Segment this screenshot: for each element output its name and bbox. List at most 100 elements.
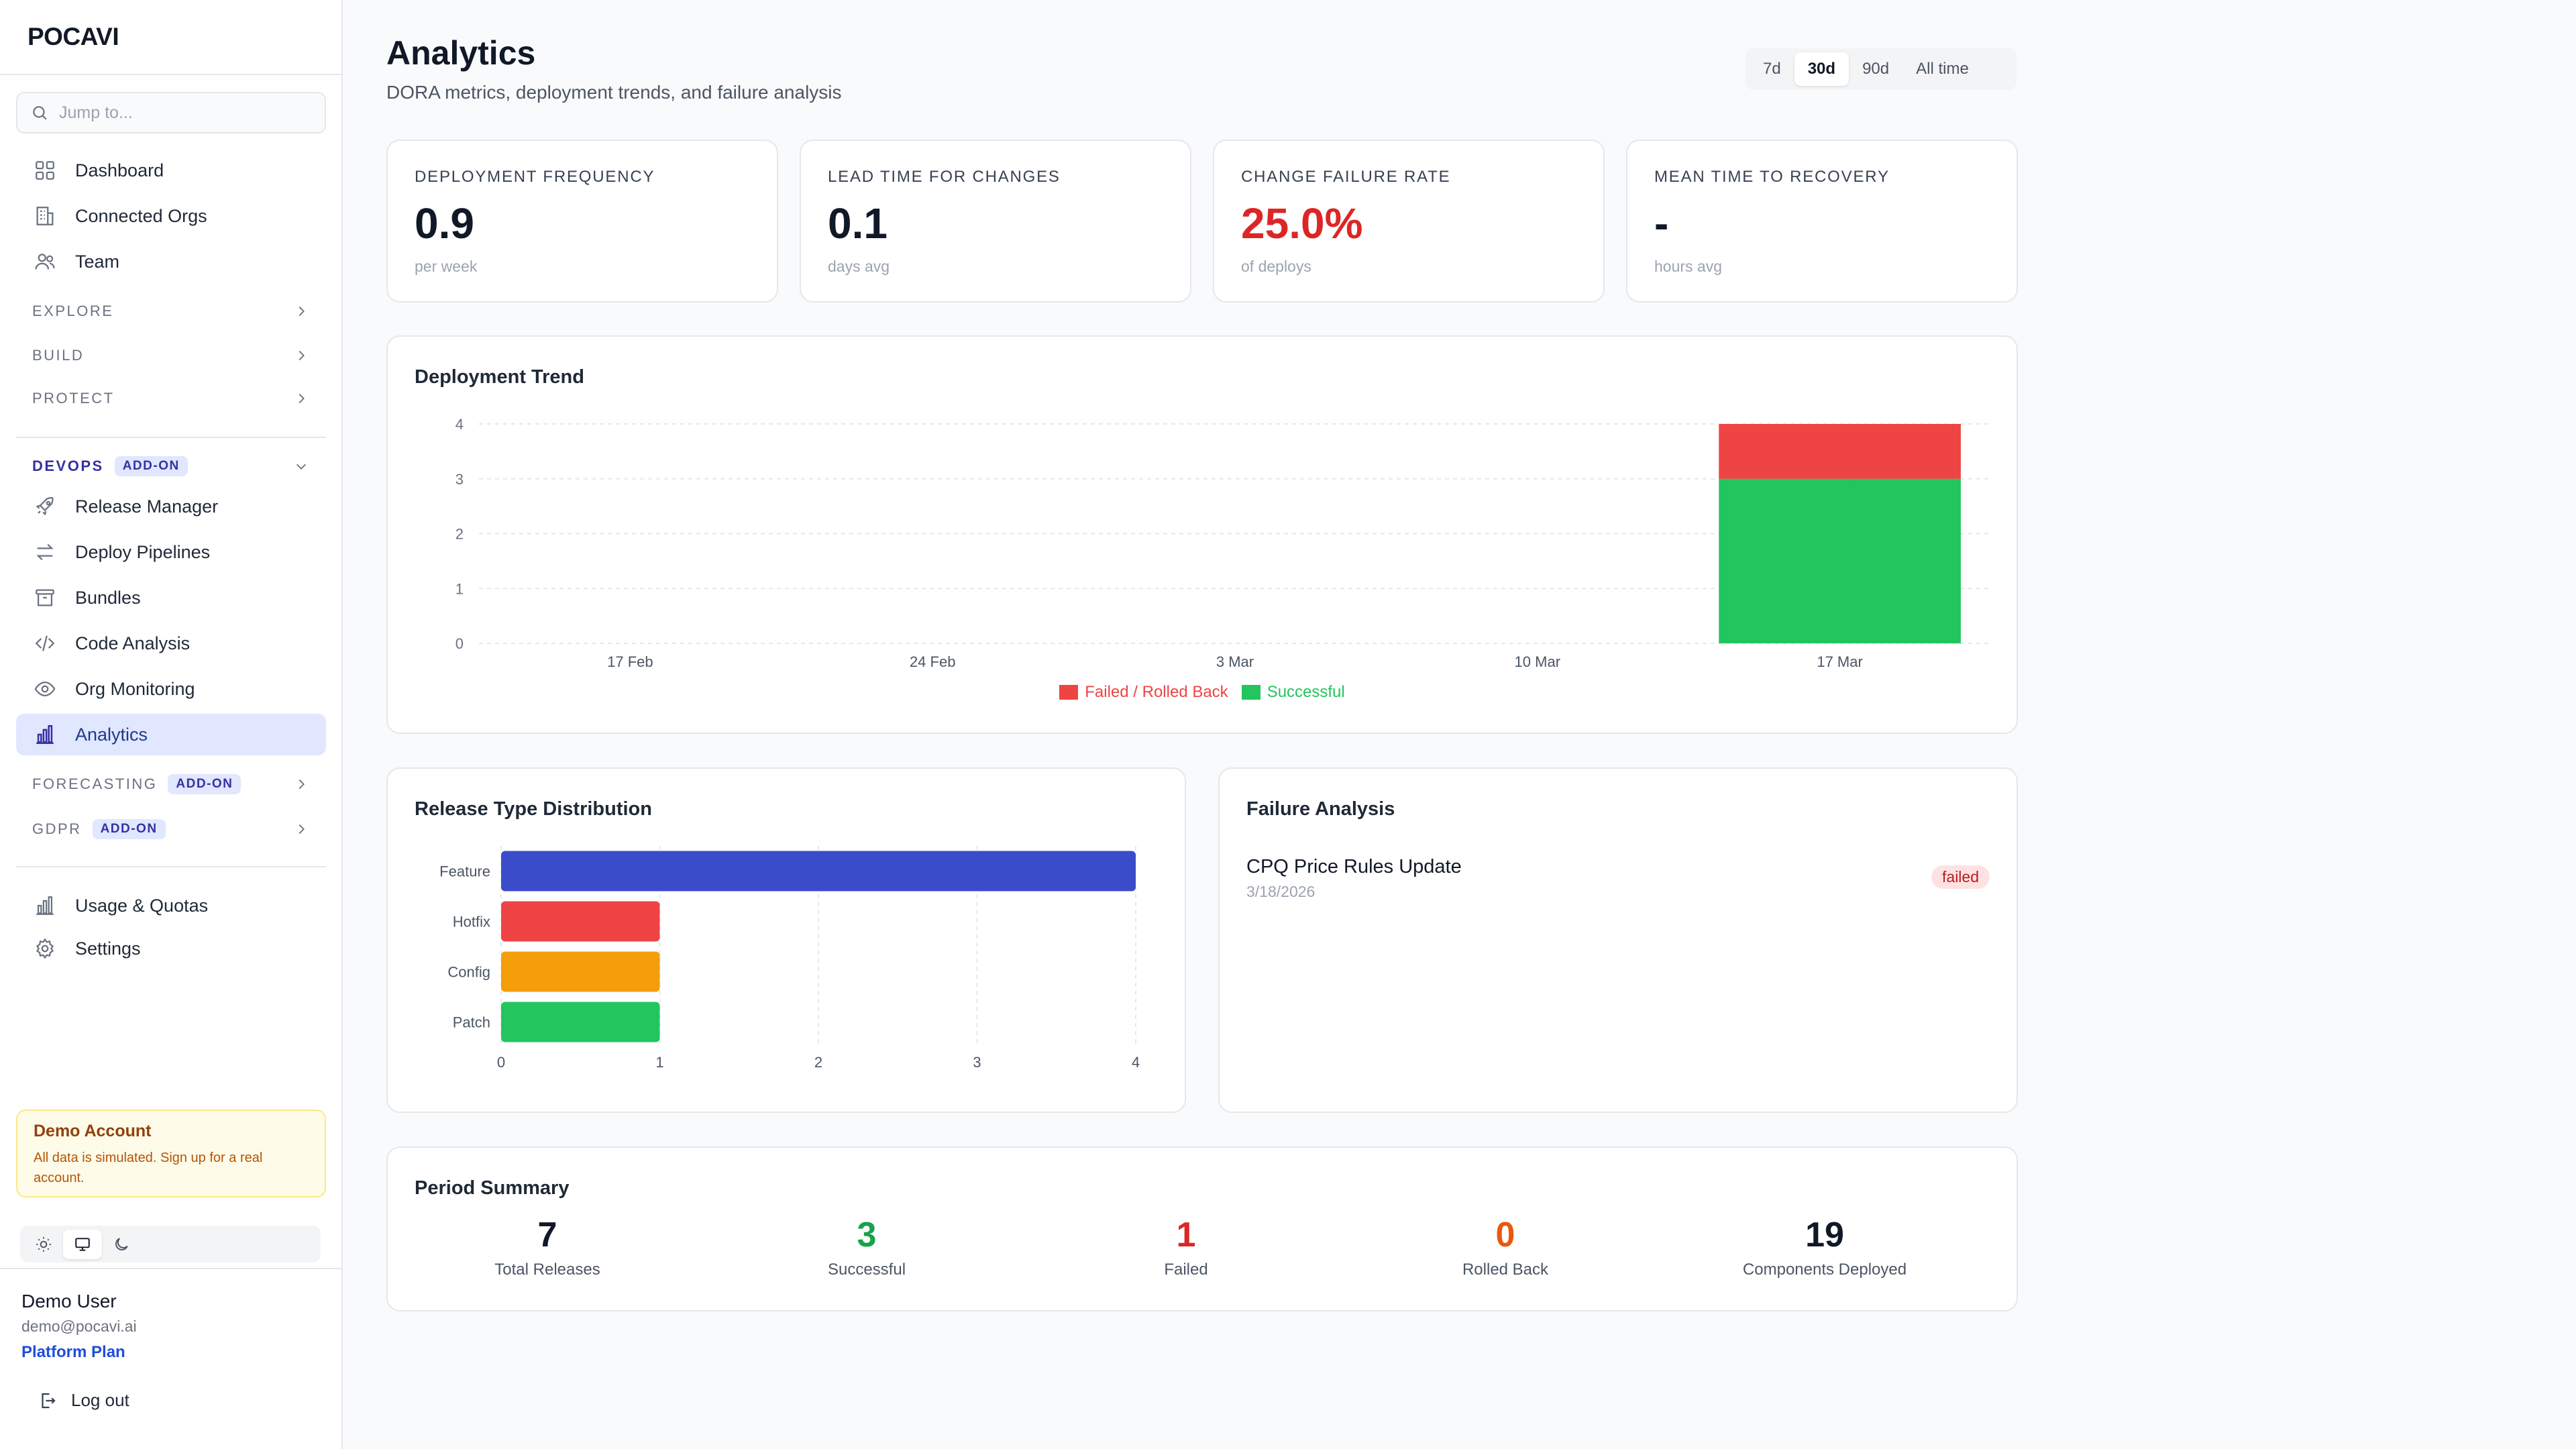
metric-label: MEAN TIME TO RECOVERY xyxy=(1654,168,1890,186)
chevron-right-icon xyxy=(299,306,305,317)
addon-badge: ADD-ON xyxy=(114,456,188,476)
section-label: PROTECT xyxy=(32,390,115,407)
dashboard-icon xyxy=(34,159,56,182)
logout-button[interactable]: Log out xyxy=(38,1390,129,1411)
bar-hotfix[interactable] xyxy=(501,901,660,942)
legend-item-successful[interactable]: Successful xyxy=(1241,683,1345,702)
bar-patch[interactable] xyxy=(501,1002,660,1042)
card-title: Deployment Trend xyxy=(415,366,584,388)
status-badge: failed xyxy=(1931,865,1990,889)
y-tick-label: Patch xyxy=(453,1014,490,1031)
period-summary-card: Period Summary 7 Total Releases 3 Succes… xyxy=(386,1146,2018,1311)
legend-item-failed[interactable]: Failed / Rolled Back xyxy=(1059,683,1228,702)
range-7d-button[interactable]: 7d xyxy=(1763,60,1781,78)
sidebar-item-label: Settings xyxy=(75,938,141,959)
bar-chart-icon xyxy=(34,723,56,746)
rocket-icon xyxy=(34,495,56,518)
trend-legend: Failed / Rolled Back Successful xyxy=(388,683,2017,702)
bar-successful[interactable] xyxy=(1719,478,1961,643)
y-tick-label: 1 xyxy=(455,580,464,597)
section-gdpr[interactable]: GDPR ADD-ON xyxy=(16,812,326,846)
sidebar-item-org-monitoring[interactable]: Org Monitoring xyxy=(16,668,326,710)
metric-card-deployment-frequency: DEPLOYMENT FREQUENCY 0.9 per week xyxy=(386,140,778,303)
sidebar-item-label: Org Monitoring xyxy=(75,678,195,699)
sun-icon xyxy=(36,1236,51,1252)
summary-value: 1 xyxy=(1176,1216,1196,1254)
demo-account-notice: Demo Account All data is simulated. Sign… xyxy=(16,1110,326,1197)
bar-feature[interactable] xyxy=(501,851,1136,892)
section-explore[interactable]: EXPLORE xyxy=(16,294,326,328)
sidebar-item-settings[interactable]: Settings xyxy=(16,928,326,969)
summary-rolled-back: 0 Rolled Back xyxy=(1346,1215,1665,1279)
sidebar-item-deploy-pipelines[interactable]: Deploy Pipelines xyxy=(16,531,326,573)
sidebar-item-connected-orgs[interactable]: Connected Orgs xyxy=(16,195,326,237)
legend-swatch xyxy=(1241,685,1260,700)
range-all-time-button[interactable]: All time xyxy=(1916,60,1969,78)
metric-value: 25.0% xyxy=(1241,199,1363,248)
x-tick-label: 4 xyxy=(1132,1054,1140,1071)
section-label: BUILD xyxy=(32,347,85,364)
sidebar-item-code-analysis[interactable]: Code Analysis xyxy=(16,623,326,664)
app-logo[interactable]: POCAVI xyxy=(28,23,119,50)
demo-text: All data is simulated. Sign up for a rea… xyxy=(34,1150,263,1185)
jump-search[interactable] xyxy=(16,92,326,133)
metric-unit: per week xyxy=(415,258,478,275)
x-tick-label: 17 Feb xyxy=(607,653,653,670)
legend-label: Successful xyxy=(1267,683,1345,701)
logout-icon xyxy=(42,1393,56,1408)
page-title: Analytics xyxy=(386,34,536,72)
summary-label: Rolled Back xyxy=(1462,1260,1549,1279)
theme-switcher xyxy=(20,1226,321,1263)
section-forecasting[interactable]: FORECASTING ADD-ON xyxy=(16,767,326,801)
bar-chart-icon xyxy=(34,894,56,917)
section-devops[interactable]: DEVOPS ADD-ON xyxy=(16,449,326,483)
sidebar: POCAVI Dashboard Connected Orgs Team EXP… xyxy=(0,0,343,1449)
section-label: EXPLORE xyxy=(32,303,114,319)
summary-failed: 1 Failed xyxy=(1026,1215,1346,1279)
sidebar-item-release-manager[interactable]: Release Manager xyxy=(16,486,326,527)
sidebar-item-team[interactable]: Team xyxy=(16,241,326,282)
sidebar-item-analytics[interactable]: Analytics xyxy=(16,714,326,755)
summary-value: 3 xyxy=(857,1216,877,1254)
metric-value: - xyxy=(1654,199,1669,248)
range-30d-button[interactable]: 30d xyxy=(1794,52,1849,86)
section-protect[interactable]: PROTECT xyxy=(16,382,326,415)
sidebar-item-bundles[interactable]: Bundles xyxy=(16,577,326,619)
users-icon xyxy=(34,250,56,273)
divider xyxy=(0,74,341,75)
chevron-right-icon xyxy=(299,779,305,790)
bar-failed[interactable] xyxy=(1719,424,1961,479)
metric-label: LEAD TIME FOR CHANGES xyxy=(828,168,1061,186)
archive-icon xyxy=(34,586,56,609)
metric-unit: hours avg xyxy=(1654,258,1723,275)
y-tick-label: Feature xyxy=(439,863,490,880)
metric-label: CHANGE FAILURE RATE xyxy=(1241,168,1451,186)
user-name: Demo User xyxy=(21,1291,117,1311)
x-tick-label: 24 Feb xyxy=(910,653,956,670)
x-tick-label: 0 xyxy=(497,1054,505,1071)
sidebar-item-usage-quotas[interactable]: Usage & Quotas xyxy=(16,885,326,926)
user-email: demo@pocavi.ai xyxy=(21,1318,137,1335)
time-range-selector: 7d 30d 90d All time xyxy=(1746,48,2017,90)
bar-config[interactable] xyxy=(501,951,660,992)
summary-value: 7 xyxy=(537,1216,557,1254)
addon-badge: ADD-ON xyxy=(168,774,241,794)
failure-item-name[interactable]: CPQ Price Rules Update xyxy=(1246,856,1462,877)
theme-light-button[interactable] xyxy=(24,1230,63,1259)
theme-dark-button[interactable] xyxy=(102,1230,141,1259)
section-build[interactable]: BUILD xyxy=(16,339,326,372)
search-input[interactable] xyxy=(59,103,314,123)
failure-analysis-card: Failure Analysis CPQ Price Rules Update … xyxy=(1218,767,2018,1113)
theme-system-button[interactable] xyxy=(63,1229,102,1259)
summary-total-releases: 7 Total Releases xyxy=(388,1215,707,1279)
building-icon xyxy=(34,205,56,227)
range-90d-button[interactable]: 90d xyxy=(1862,60,1890,78)
x-tick-label: 17 Mar xyxy=(1817,653,1862,670)
sidebar-item-label: Code Analysis xyxy=(75,633,191,653)
sidebar-item-label: Bundles xyxy=(75,587,141,608)
sidebar-item-dashboard[interactable]: Dashboard xyxy=(16,150,326,191)
card-title: Release Type Distribution xyxy=(415,798,652,820)
user-plan-link[interactable]: Platform Plan xyxy=(21,1343,125,1361)
y-tick-label: Hotfix xyxy=(453,914,490,930)
divider xyxy=(0,1268,341,1269)
